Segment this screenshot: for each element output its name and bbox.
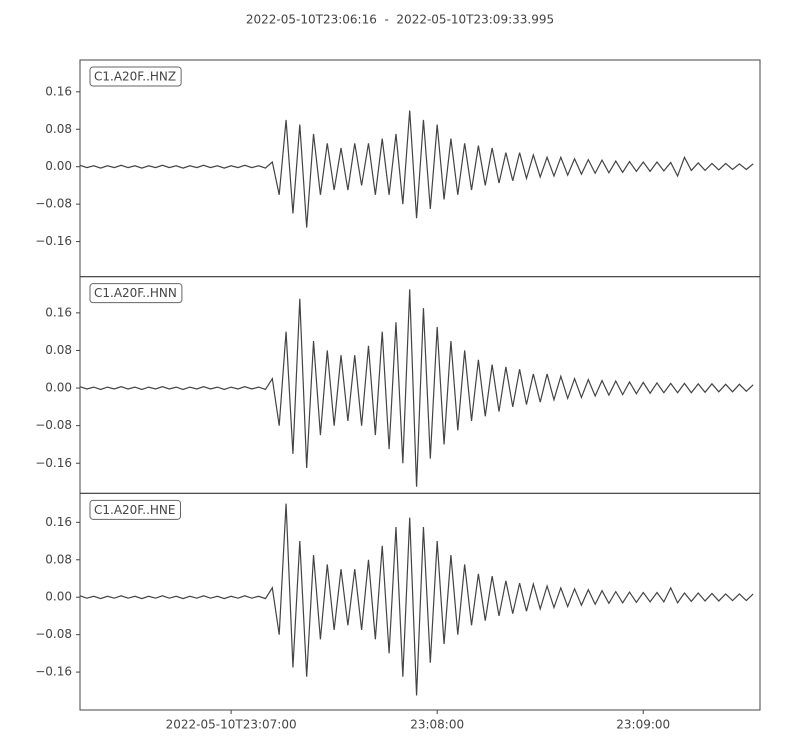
panel-frame — [79, 492, 761, 711]
waveform — [79, 110, 754, 228]
legend-box — [89, 499, 181, 520]
y-tick-label: 0.08 — [45, 552, 72, 566]
y-tick-label: 0.00 — [45, 590, 72, 604]
waveform — [79, 289, 754, 487]
y-tick-label: −0.16 — [35, 234, 72, 248]
legend-label: C1.A20F..HNN — [94, 286, 177, 300]
legend-box — [89, 283, 183, 304]
legend-label: C1.A20F..HNE — [94, 503, 176, 517]
y-tick-label: 0.16 — [45, 305, 72, 319]
y-tick-label: −0.16 — [35, 665, 72, 679]
x-tick-label: 23:09:00 — [616, 718, 670, 732]
chart-title: 2022-05-10T23:06:16 - 2022-05-10T23:09:3… — [246, 13, 554, 27]
y-tick-label: −0.08 — [35, 197, 72, 211]
legend-label: C1.A20F..HNZ — [94, 70, 176, 84]
y-tick-label: 0.16 — [45, 84, 72, 98]
x-tick-label: 23:08:00 — [410, 718, 464, 732]
y-tick-label: 0.00 — [45, 159, 72, 173]
y-tick-label: −0.08 — [35, 418, 72, 432]
y-tick-label: 0.08 — [45, 122, 72, 136]
x-tick-label: 2022-05-10T23:07:00 — [166, 718, 297, 732]
waveform — [79, 503, 754, 696]
y-tick-label: −0.16 — [35, 456, 72, 470]
legend-box — [89, 66, 182, 87]
y-tick-label: −0.08 — [35, 627, 72, 641]
y-tick-label: 0.16 — [45, 515, 72, 529]
y-tick-label: 0.00 — [45, 381, 72, 395]
y-tick-label: 0.08 — [45, 343, 72, 357]
